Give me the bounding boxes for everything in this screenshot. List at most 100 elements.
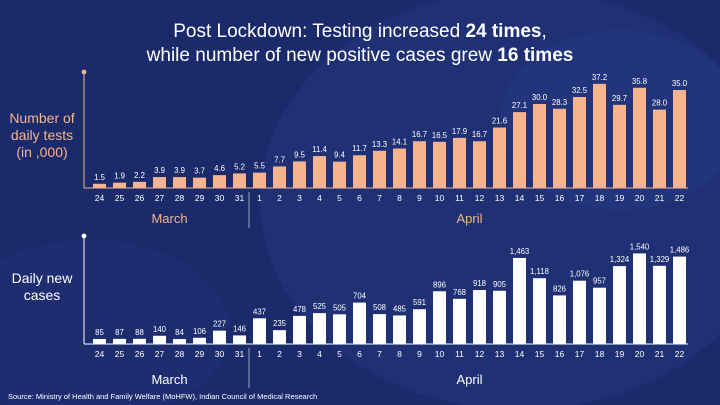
cases-axis-label: Daily new cases bbox=[2, 270, 82, 304]
cases-bar bbox=[433, 291, 446, 344]
cases-tick-label: 17 bbox=[575, 349, 585, 359]
cases-bar bbox=[133, 338, 146, 344]
cases-value-label: 1,118 bbox=[530, 267, 549, 276]
tests-value-label: 9.5 bbox=[294, 150, 306, 159]
cases-bar bbox=[673, 256, 686, 344]
cases-value-label: 896 bbox=[433, 280, 446, 289]
tests-tick-label: 10 bbox=[435, 193, 445, 203]
cases-tick-label: 21 bbox=[655, 349, 665, 359]
cases-tick-label: 4 bbox=[317, 349, 322, 359]
cases-value-label: 146 bbox=[233, 324, 246, 333]
tests-bar bbox=[673, 90, 686, 188]
title-line2-bold: 16 times bbox=[497, 45, 574, 66]
cases-value-label: 508 bbox=[373, 303, 386, 312]
tests-value-label: 1.9 bbox=[114, 172, 125, 181]
cases-bar bbox=[493, 290, 506, 344]
cases-tick-label: 25 bbox=[115, 349, 125, 359]
cases-axis-label-line-1: Daily new bbox=[11, 270, 73, 286]
cases-value-label: 485 bbox=[393, 304, 407, 313]
cases-tick-label: 20 bbox=[635, 349, 645, 359]
chart-title-line-1: Post Lockdown: Testing increased 24 time… bbox=[0, 20, 720, 44]
tests-value-label: 28.3 bbox=[552, 98, 567, 107]
tests-tick-label: 27 bbox=[155, 193, 165, 203]
tests-value-label: 37.2 bbox=[592, 73, 607, 82]
cases-bar bbox=[593, 287, 606, 344]
cases-tick-label: 19 bbox=[615, 349, 625, 359]
tests-bar bbox=[353, 155, 366, 188]
tests-value-label: 3.9 bbox=[154, 166, 165, 175]
source-note: Source: Ministry of Health and Family We… bbox=[8, 392, 318, 401]
cases-month-label: April bbox=[456, 372, 482, 387]
cases-value-label: 704 bbox=[353, 292, 367, 301]
tests-tick-label: 24 bbox=[95, 193, 105, 203]
tests-bar bbox=[373, 150, 386, 188]
cases-bar bbox=[253, 318, 266, 344]
tests-bar bbox=[93, 183, 106, 188]
tests-value-label: 35.8 bbox=[632, 77, 647, 86]
cases-value-label: 1,329 bbox=[650, 255, 670, 264]
tests-tick-label: 18 bbox=[595, 193, 605, 203]
cases-tick-label: 30 bbox=[215, 349, 225, 359]
cases-value-label: 235 bbox=[273, 319, 287, 328]
tests-axis-label-line-2: daily tests bbox=[10, 127, 74, 143]
cases-value-label: 1,076 bbox=[570, 270, 590, 279]
cases-tick-label: 14 bbox=[515, 349, 525, 359]
cases-bar bbox=[393, 315, 406, 344]
tests-value-label: 30.0 bbox=[532, 93, 548, 102]
cases-value-label: 437 bbox=[253, 307, 266, 316]
tests-value-label: 35.0 bbox=[672, 79, 688, 88]
cases-tick-label: 29 bbox=[195, 349, 205, 359]
cases-bar bbox=[633, 253, 646, 344]
tests-month-label: March bbox=[151, 211, 187, 226]
cases-tick-label: 2 bbox=[277, 349, 282, 359]
cases-tick-label: 10 bbox=[435, 349, 445, 359]
cases-value-label: 85 bbox=[95, 328, 104, 337]
tests-y-axis-dot bbox=[81, 69, 87, 75]
tests-bar bbox=[633, 87, 646, 188]
cases-value-label: 84 bbox=[175, 328, 184, 337]
tests-value-label: 21.6 bbox=[492, 117, 507, 126]
cases-value-label: 478 bbox=[293, 305, 306, 314]
cases-bar bbox=[413, 309, 426, 344]
cases-tick-label: 31 bbox=[235, 349, 245, 359]
cases-tick-label: 7 bbox=[377, 349, 382, 359]
chart-title-line-2: while number of new positive cases grew … bbox=[0, 44, 720, 68]
cases-value-label: 1,486 bbox=[670, 246, 690, 255]
tests-value-label: 4.6 bbox=[214, 164, 225, 173]
tests-bar bbox=[153, 177, 166, 188]
cases-tick-label: 9 bbox=[417, 349, 422, 359]
tests-tick-label: 4 bbox=[317, 193, 322, 203]
tests-tick-label: 3 bbox=[297, 193, 302, 203]
cases-value-label: 905 bbox=[493, 280, 507, 289]
tests-tick-label: 8 bbox=[397, 193, 402, 203]
cases-bar bbox=[293, 315, 306, 344]
tests-bar bbox=[553, 108, 566, 188]
tests-tick-label: 31 bbox=[235, 193, 245, 203]
title-line1-suffix: , bbox=[541, 21, 547, 42]
cases-bar bbox=[553, 295, 566, 344]
tests-tick-label: 14 bbox=[515, 193, 525, 203]
tests-tick-label: 19 bbox=[615, 193, 625, 203]
cases-value-label: 227 bbox=[213, 320, 226, 329]
tests-value-label: 11.4 bbox=[312, 145, 327, 154]
cases-bar bbox=[313, 313, 326, 344]
tests-tick-label: 17 bbox=[575, 193, 585, 203]
tests-tick-label: 29 bbox=[195, 193, 205, 203]
cases-value-label: 525 bbox=[313, 302, 327, 311]
cases-tick-label: 3 bbox=[297, 349, 302, 359]
cases-tick-label: 12 bbox=[475, 349, 485, 359]
tests-bar bbox=[513, 112, 526, 188]
cases-tick-label: 8 bbox=[397, 349, 402, 359]
cases-bar bbox=[213, 330, 226, 344]
tests-bar bbox=[193, 177, 206, 188]
title-line1-prefix: Post Lockdown: Testing increased bbox=[173, 21, 466, 42]
tests-tick-label: 7 bbox=[377, 193, 382, 203]
tests-bar bbox=[173, 177, 186, 188]
tests-bar bbox=[613, 104, 626, 188]
cases-tick-label: 22 bbox=[675, 349, 685, 359]
tests-month-label: April bbox=[456, 211, 482, 226]
cases-value-label: 918 bbox=[473, 279, 486, 288]
tests-tick-label: 26 bbox=[135, 193, 145, 203]
tests-value-label: 27.1 bbox=[512, 101, 527, 110]
tests-tick-label: 21 bbox=[655, 193, 665, 203]
